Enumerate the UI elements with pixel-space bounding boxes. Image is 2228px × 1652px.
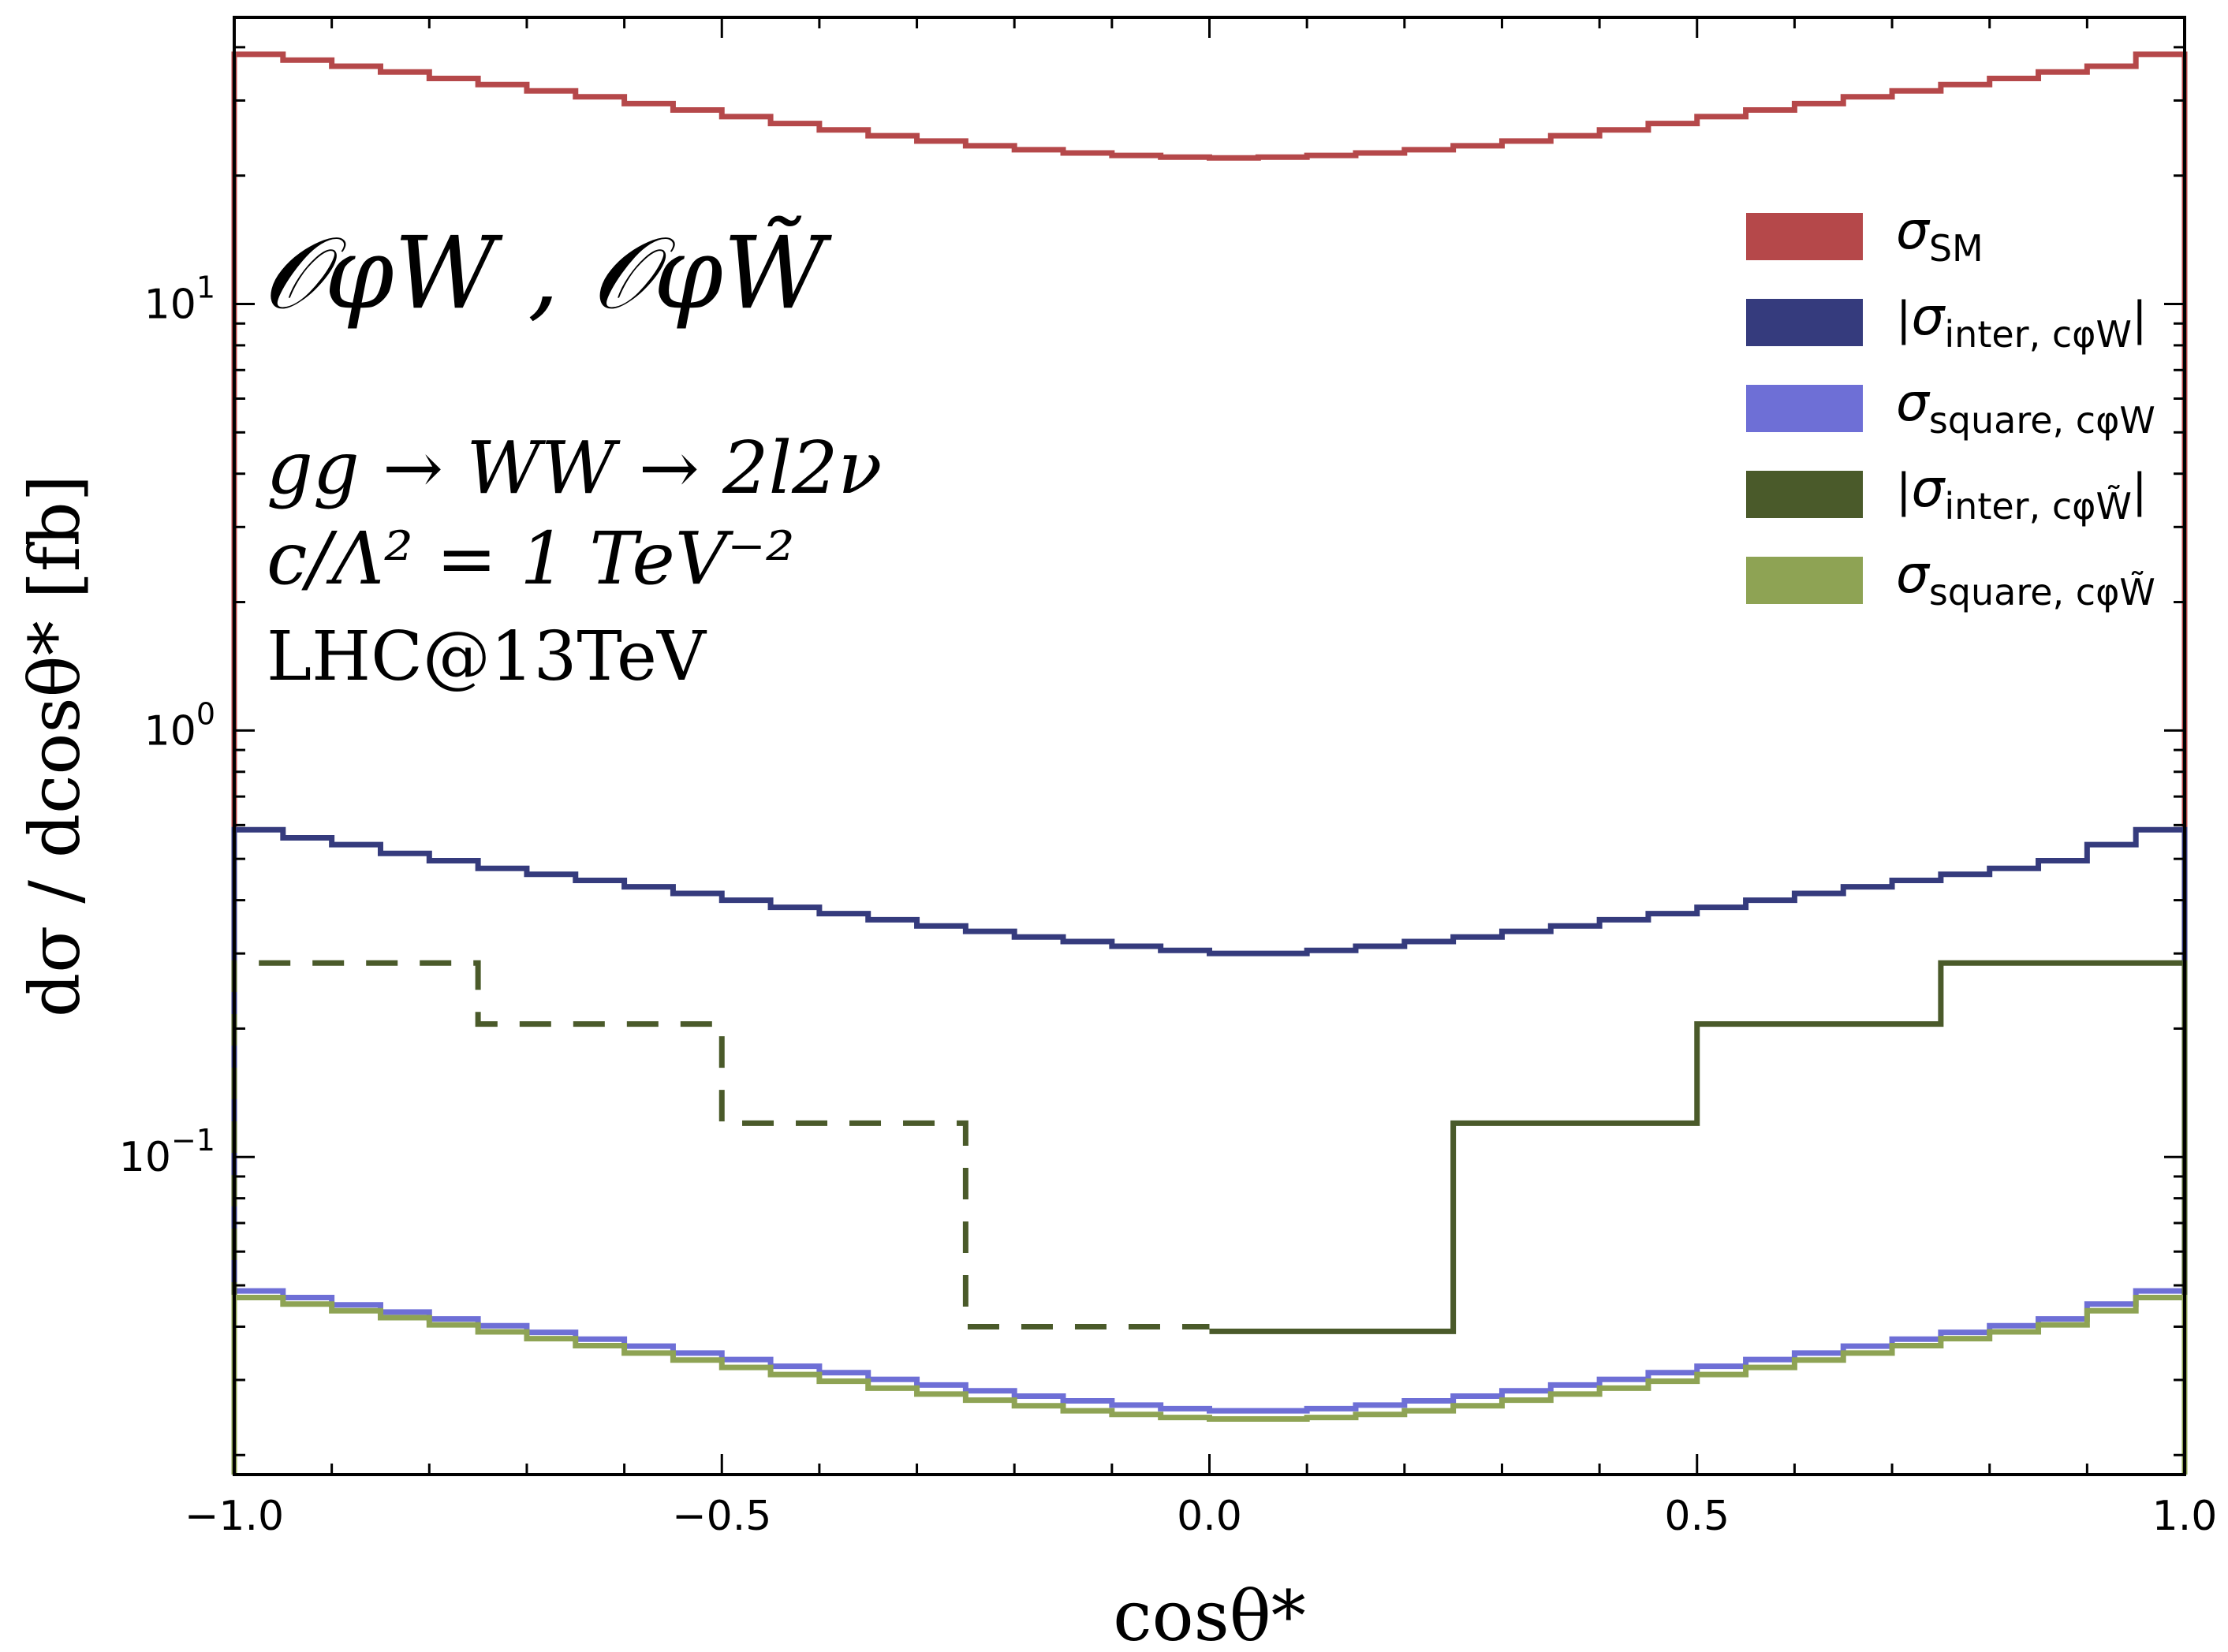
legend-label: |σinter, cφW| xyxy=(1896,286,2147,356)
x-axis-title: cosθ* xyxy=(1113,1576,1305,1652)
legend-label: |σinter, cφW̃| xyxy=(1896,458,2147,528)
x-tick-label: −1.0 xyxy=(185,1493,284,1540)
annotation-coupling: c/Λ² = 1 TeV⁻² xyxy=(267,516,795,601)
series-1-step xyxy=(231,826,2188,1475)
series-0-step xyxy=(231,51,2188,1475)
series-2-step xyxy=(231,1288,2188,1475)
y-axis-title: dσ / dcosθ* [fb] xyxy=(14,475,95,1017)
legend-swatch xyxy=(1746,299,1863,346)
legend-item: |σinter, cφW| xyxy=(1746,286,2147,356)
ticks-layer xyxy=(233,17,2186,1475)
annotation-process: gg → WW → 2l2ν xyxy=(267,426,882,510)
legend-item: |σinter, cφW̃| xyxy=(1746,458,2147,528)
x-tick-label: 1.0 xyxy=(2152,1493,2218,1540)
legend-item: σSM xyxy=(1746,200,1984,270)
series-3-negative-step xyxy=(231,960,1210,1475)
legend-item: σsquare, cφW̃ xyxy=(1746,544,2155,613)
tick-labels-layer: −1.0 −0.5 0.0 0.5 1.0 101 100 10−1 xyxy=(119,270,2218,1540)
plot-frame xyxy=(233,16,2186,1476)
y-tick-label: 10−1 xyxy=(119,1123,215,1181)
series-3-positive-step xyxy=(1209,960,2188,1475)
y-tick-label: 101 xyxy=(144,270,215,329)
legend: σSM |σinter, cφW| σsquare, cφW |σinter, cφW… xyxy=(1746,200,2155,613)
legend-item: σsquare, cφW xyxy=(1746,372,2155,442)
annotation-collider: LHC@13TeV xyxy=(267,617,707,696)
annotation-operators: 𝒪φW , 𝒪φW̃ xyxy=(262,215,833,331)
annotation-block: 𝒪φW , 𝒪φW̃ gg → WW → 2l2ν c/Λ² = 1 TeV⁻²… xyxy=(262,215,882,696)
legend-label: σsquare, cφW̃ xyxy=(1896,544,2155,613)
y-tick-label: 100 xyxy=(144,696,215,755)
legend-label: σsquare, cφW xyxy=(1896,372,2155,442)
series-layer xyxy=(231,51,2188,1475)
legend-label: σSM xyxy=(1896,200,1984,270)
series-4-step xyxy=(231,1295,2188,1475)
legend-swatch xyxy=(1746,471,1863,518)
x-tick-label: 0.5 xyxy=(1664,1493,1730,1540)
legend-swatch xyxy=(1746,557,1863,604)
x-tick-label: −0.5 xyxy=(672,1493,771,1540)
legend-swatch xyxy=(1746,213,1863,260)
legend-swatch xyxy=(1746,385,1863,432)
x-tick-label: 0.0 xyxy=(1177,1493,1242,1540)
